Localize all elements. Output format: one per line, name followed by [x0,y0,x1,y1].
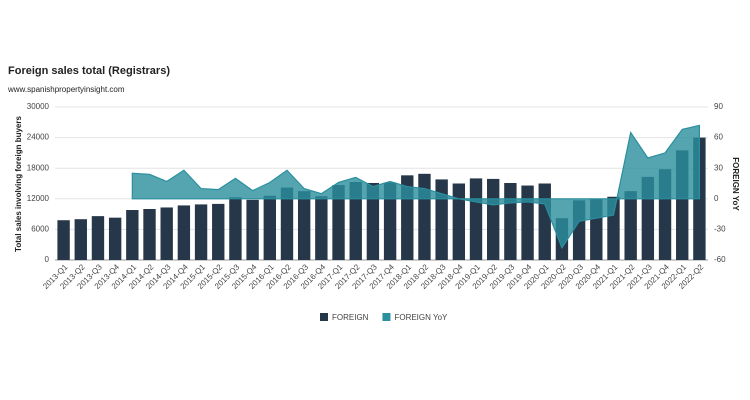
y2-tick-label: -30 [714,225,726,234]
bar [263,195,276,260]
bar [332,185,345,260]
bar [452,183,466,260]
bar [160,207,173,260]
bar [349,181,362,260]
y-tick-label: 0 [45,255,50,264]
bar [74,219,87,260]
bar [521,185,534,260]
bar [126,210,139,260]
bar [297,191,311,260]
bar [418,173,431,260]
bar [91,216,105,260]
bar [143,209,156,260]
bar [57,220,70,260]
y2-axis-label: FOREIGN YoY [731,157,740,211]
chart-subtitle: www.spanishpropertyinsight.com [7,85,125,94]
bar [504,182,517,260]
legend-label: FOREIGN [332,313,369,322]
bar [212,203,225,260]
bar [108,217,122,260]
y-tick-label: 30000 [27,102,50,111]
bar [469,178,483,260]
y2-tick-label: 30 [714,163,723,172]
bar [624,191,637,260]
legend-label: FOREIGN YoY [394,313,448,322]
y-tick-label: 6000 [31,225,49,234]
bar [435,179,448,260]
y-tick-label: 18000 [27,163,50,172]
legend-swatch [320,313,328,321]
bar [366,182,380,260]
bar [229,197,242,260]
y-tick-label: 12000 [27,194,50,203]
legend-swatch [382,313,391,321]
chart-title: Foreign sales total (Registrars) [8,65,170,77]
y2-tick-label: 0 [714,194,719,203]
bar [383,182,397,260]
bar [487,178,500,260]
bar [246,199,259,260]
bar [280,187,294,260]
bar [177,205,191,260]
y2-tick-label: 60 [714,133,723,142]
y-axis-label: Total sales involving foreign buyers [14,116,23,252]
bar [538,183,551,260]
bar [194,204,208,260]
area [131,124,701,250]
y2-tick-label: -60 [714,255,726,264]
y-tick-label: 24000 [27,133,50,142]
y2-tick-label: 90 [714,102,723,111]
bar [315,196,328,260]
